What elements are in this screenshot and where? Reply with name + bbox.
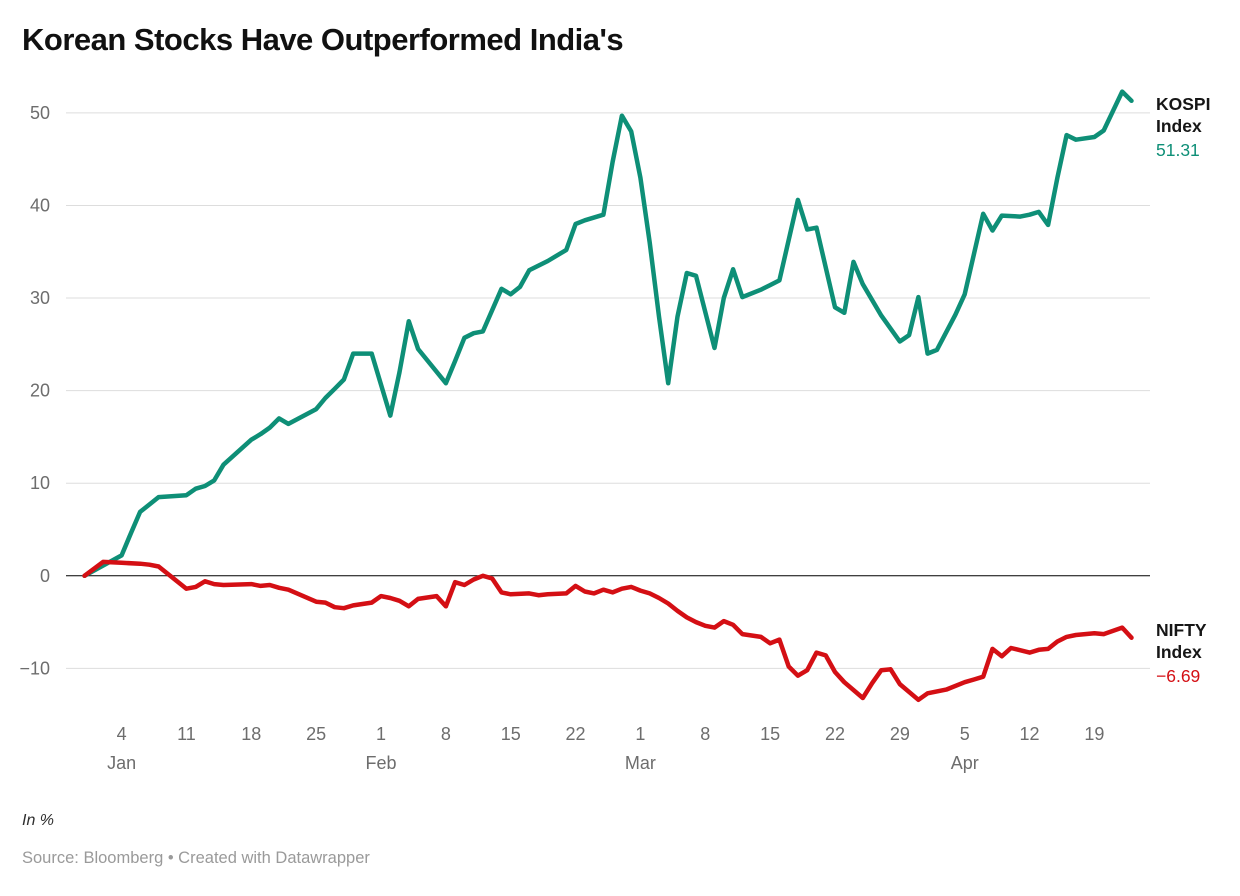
x-axis-tick-label: 22	[566, 724, 586, 744]
x-axis-tick-label: 1	[376, 724, 386, 744]
y-axis-label: 40	[30, 195, 50, 215]
x-axis-tick-label: 12	[1020, 724, 1040, 744]
footnote: In %	[22, 812, 55, 829]
x-axis-tick-label: 19	[1084, 724, 1104, 744]
x-axis-month-label: Mar	[625, 753, 656, 773]
y-axis-label: 30	[30, 288, 50, 308]
x-axis-tick-label: 8	[441, 724, 451, 744]
series-line-nifty	[82, 559, 1134, 703]
series-label-kospi: KOSPI Index 51.31	[1156, 94, 1234, 162]
x-axis-tick-label: 4	[117, 724, 127, 744]
x-axis-tick-label: 18	[241, 724, 261, 744]
x-axis-month-label: Jan	[107, 753, 136, 773]
x-axis-tick-label: 29	[890, 724, 910, 744]
kospi-series-value: 51.31	[1156, 139, 1200, 160]
y-axis-label: −10	[19, 658, 50, 678]
x-axis-tick-label: 1	[635, 724, 645, 744]
x-axis-tick-label: 25	[306, 724, 326, 744]
y-axis-label: 10	[30, 473, 50, 493]
x-axis-month-label: Feb	[365, 753, 396, 773]
chart-title: Korean Stocks Have Outperformed India's	[22, 22, 624, 57]
nifty-series-name: NIFTY Index	[1156, 620, 1207, 662]
x-axis-tick-label: 5	[960, 724, 970, 744]
nifty-series-value: −6.69	[1156, 665, 1201, 686]
x-axis-tick-label: 11	[177, 724, 196, 744]
x-axis-tick-label: 8	[700, 724, 710, 744]
x-axis-tick-label: 15	[760, 724, 780, 744]
y-axis-label: 50	[30, 103, 50, 123]
x-axis-month-label: Apr	[951, 753, 979, 773]
x-axis-tick-label: 15	[501, 724, 521, 744]
kospi-series-name: KOSPI Index	[1156, 94, 1211, 136]
y-axis-label: 20	[30, 381, 50, 401]
source-line: Source: Bloomberg • Created with Datawra…	[22, 849, 370, 867]
series-line-kospi	[82, 89, 1134, 579]
y-axis-label: 0	[40, 566, 50, 586]
x-axis-tick-label: 22	[825, 724, 845, 744]
series-label-nifty: NIFTY Index −6.69	[1156, 620, 1234, 688]
